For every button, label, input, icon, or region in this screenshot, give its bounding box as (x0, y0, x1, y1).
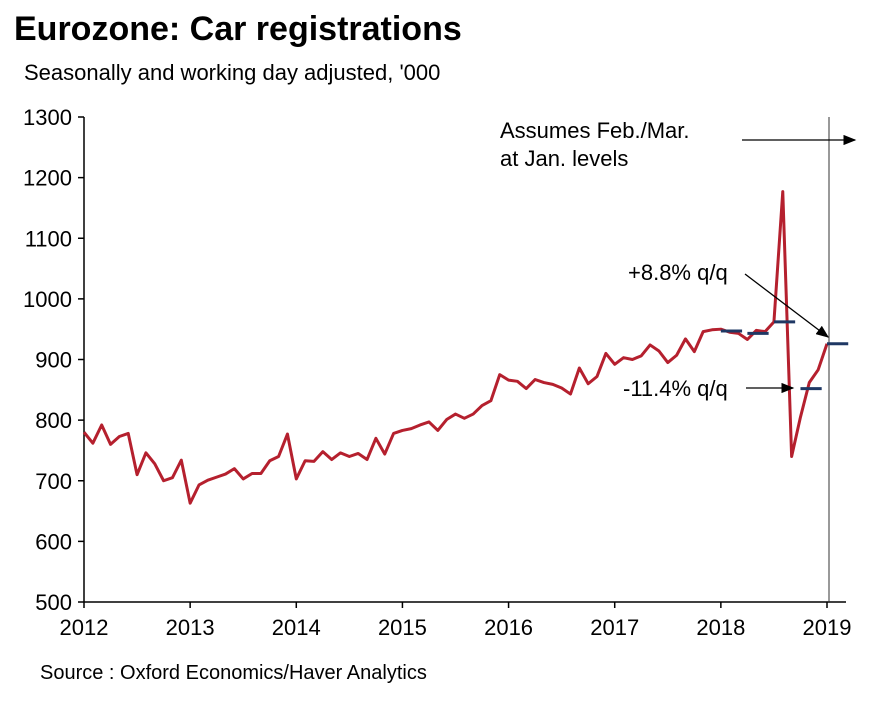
annotation-q4-change: -11.4% q/q (623, 376, 728, 401)
x-tick-label: 2013 (166, 615, 215, 640)
y-tick-label: 1300 (23, 105, 72, 130)
x-tick-label: 2018 (696, 615, 745, 640)
x-tick-label: 2016 (484, 615, 533, 640)
source-note: Source : Oxford Economics/Haver Analytic… (40, 662, 427, 684)
y-tick-label: 1000 (23, 287, 72, 312)
annotation-q1-change: +8.8% q/q (628, 260, 728, 285)
y-tick-label: 700 (35, 469, 72, 494)
annotation-arrow (744, 273, 830, 338)
series-line (82, 190, 829, 505)
x-tick-label: 2017 (590, 615, 639, 640)
annotation-assumes-line2: at Jan. levels (500, 146, 628, 171)
x-tick-label: 2014 (272, 615, 321, 640)
x-tick-label: 2015 (378, 615, 427, 640)
x-tick-label: 2019 (803, 615, 852, 640)
y-tick-label: 1100 (25, 226, 72, 251)
y-tick-label: 600 (35, 529, 72, 554)
chart-subtitle: Seasonally and working day adjusted, '00… (24, 60, 441, 85)
x-tick-label: 2012 (60, 615, 109, 640)
y-tick-label: 500 (35, 590, 72, 615)
y-tick-label: 900 (35, 348, 72, 373)
y-tick-label: 1200 (23, 166, 72, 191)
chart-title: Eurozone: Car registrations (14, 10, 462, 48)
y-tick-label: 800 (35, 408, 72, 433)
annotation-assumes-line1: Assumes Feb./Mar. (500, 118, 690, 143)
